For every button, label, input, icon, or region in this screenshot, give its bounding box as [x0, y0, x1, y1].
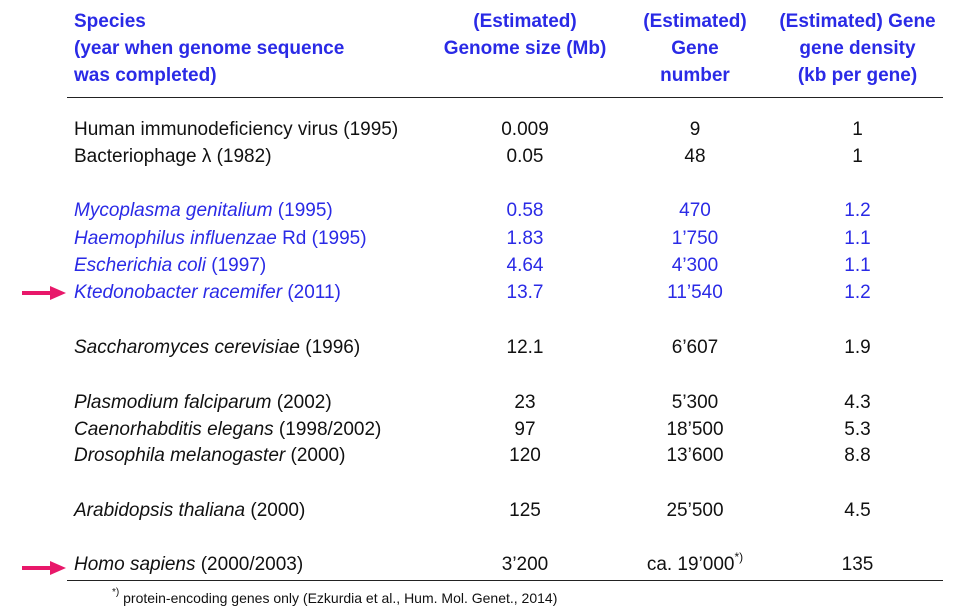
table-row: Mycoplasma genitalium (1995) 0.58 470 1.… — [0, 198, 980, 224]
gene-number-cell: 18’500 — [666, 419, 724, 440]
species-name: Homo sapiens (2000/2003) — [74, 554, 304, 575]
species-name: Haemophilus influenzae Rd (1995) — [74, 228, 367, 249]
gene-number-cell: 11’540 — [667, 282, 723, 303]
species-name: Escherichia coli (1997) — [74, 255, 267, 276]
table-row: Drosophila melanogaster (2000) 120 13’60… — [0, 443, 980, 469]
species-name: Arabidopsis thaliana (2000) — [74, 500, 306, 521]
species-name: Ktedonobacter racemifer (2011) — [74, 282, 341, 303]
gene-density-cell: 1.2 — [844, 200, 871, 221]
genome-size-cell: 0.58 — [506, 200, 544, 221]
genome-size-cell: 3’200 — [501, 554, 549, 575]
table-top-rule — [67, 97, 943, 98]
table-row: Escherichia coli (1997) 4.64 4’300 1.1 — [0, 253, 980, 279]
header-gene-number: (Estimated) Gene number — [643, 11, 747, 86]
genome-size-cell: 4.64 — [506, 255, 544, 276]
gene-number-cell: 5’300 — [671, 392, 719, 413]
species-name: Bacteriophage λ (1982) — [74, 146, 272, 167]
header-genome-size: (Estimated) Genome size (Mb) — [443, 11, 607, 59]
gene-number-cell: 25’500 — [666, 500, 724, 521]
gene-density-cell: 5.3 — [844, 419, 871, 440]
gene-number-cell: 13’600 — [666, 445, 724, 466]
species-name: Human immunodeficiency virus (1995) — [74, 119, 399, 140]
genome-size-cell: 120 — [509, 445, 541, 466]
gene-number-cell: 6’607 — [671, 337, 719, 358]
genome-size-cell: 125 — [509, 500, 541, 521]
species-name: Drosophila melanogaster (2000) — [74, 445, 346, 466]
gene-density-cell: 1.2 — [844, 282, 871, 303]
gene-density-cell: 4.5 — [844, 500, 871, 521]
table-row: Bacteriophage λ (1982) 0.05 48 1 — [0, 144, 980, 170]
gene-number-cell: 9 — [689, 119, 701, 140]
table-row: Saccharomyces cerevisiae (1996) 12.1 6’6… — [0, 335, 980, 361]
table-bottom-rule — [67, 580, 943, 581]
gene-density-cell: 1 — [852, 119, 863, 140]
gene-number-cell: 470 — [679, 200, 711, 221]
genome-size-cell: 12.1 — [506, 337, 544, 358]
table-row: Arabidopsis thaliana (2000) 125 25’500 4… — [0, 498, 980, 524]
gene-density-cell: 1.1 — [844, 228, 871, 249]
genome-size-cell: 23 — [514, 392, 536, 413]
gene-density-cell: 135 — [841, 554, 874, 575]
genome-size-cell: 0.009 — [501, 119, 549, 140]
table-row: Plasmodium falciparum (2002) 23 5’300 4.… — [0, 390, 980, 416]
footnote: *) protein-encoding genes only (Ezkurdia… — [112, 587, 558, 606]
genome-size-cell: 1.83 — [506, 228, 544, 249]
species-name: Saccharomyces cerevisiae (1996) — [74, 337, 361, 358]
gene-number-cell: 48 — [684, 146, 706, 167]
table-row: Ktedonobacter racemifer (2011) 13.7 11’5… — [0, 280, 980, 306]
table-row: Haemophilus influenzae Rd (1995) 1.83 1’… — [0, 226, 980, 252]
gene-density-cell: 1.9 — [844, 337, 871, 358]
species-name: Mycoplasma genitalium (1995) — [74, 200, 333, 221]
gene-number-cell: 4’300 — [671, 255, 719, 276]
genome-size-cell: 13.7 — [506, 282, 544, 303]
arrow-right-icon — [22, 286, 66, 300]
arrow-right-icon — [22, 561, 66, 575]
gene-density-cell: 8.8 — [844, 445, 871, 466]
table-row: Homo sapiens (2000/2003) 3’200 ca. 19’00… — [0, 549, 980, 578]
species-name: Caenorhabditis elegans (1998/2002) — [74, 419, 382, 440]
table-row: Human immunodeficiency virus (1995) 0.00… — [0, 117, 980, 143]
genome-size-cell: 97 — [514, 419, 536, 440]
header-gene-density: (Estimated) Gene gene density (kb per ge… — [779, 11, 936, 86]
gene-density-cell: 1.1 — [844, 255, 871, 276]
gene-density-cell: 1 — [852, 146, 863, 167]
genome-size-cell: 0.05 — [506, 146, 544, 167]
gene-number-cell: 1’750 — [671, 228, 719, 249]
table-row: Caenorhabditis elegans (1998/2002) 97 18… — [0, 417, 980, 443]
header-species: Species (year when genome sequence was c… — [74, 11, 345, 86]
gene-number-cell: ca. 19’000*) — [646, 549, 744, 575]
gene-density-cell: 4.3 — [844, 392, 871, 413]
species-name: Plasmodium falciparum (2002) — [74, 392, 332, 413]
